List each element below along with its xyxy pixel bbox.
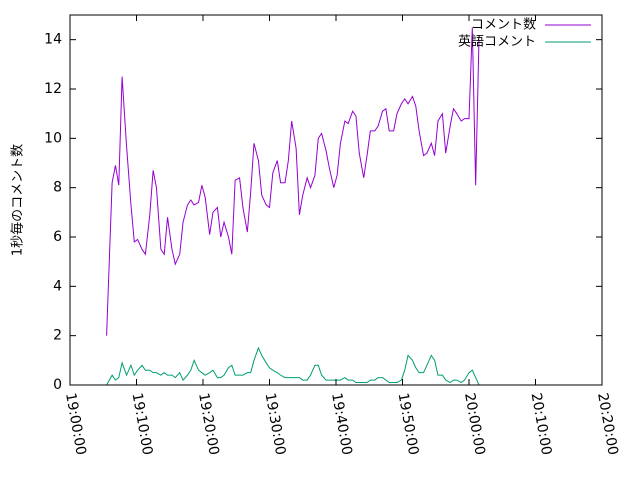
x-tick-label: 19:30:00: [262, 392, 289, 457]
plot-border: [69, 14, 603, 386]
x-tick-label: 19:20:00: [195, 392, 222, 457]
series-line-1: [106, 27, 480, 336]
y-tick-label: 8: [53, 180, 62, 196]
y-tick-label: 12: [44, 81, 62, 97]
x-tick-label: 20:10:00: [528, 392, 555, 457]
series-line-2: [106, 346, 480, 386]
x-tick-label: 19:00:00: [62, 392, 89, 457]
x-tick-label: 20:20:00: [594, 392, 621, 457]
plot-area: [106, 27, 480, 386]
legend-label-1: コメント数: [471, 18, 536, 33]
y-tick-label: 2: [53, 328, 62, 344]
y-tick-label: 6: [53, 229, 62, 245]
y-tick-label: 4: [53, 278, 62, 294]
x-tick-label: 20:00:00: [461, 392, 488, 457]
x-tick-label: 19:50:00: [395, 392, 422, 457]
axes: 0 2 4 6 8 10 12 14 19:00:00 19:10:00 19:20:00 19:30…: [44, 14, 621, 457]
legend-label-2: 英語コメント: [458, 34, 536, 50]
x-tick-label: 19:40:00: [328, 392, 355, 457]
y-tick-label: 0: [53, 377, 62, 393]
y-tick-label: 14: [44, 32, 62, 48]
y-axis-label: 1秒毎のコメント数: [10, 144, 26, 256]
y-tick-label: 10: [44, 130, 62, 146]
x-tick-label: 19:10:00: [129, 392, 156, 457]
